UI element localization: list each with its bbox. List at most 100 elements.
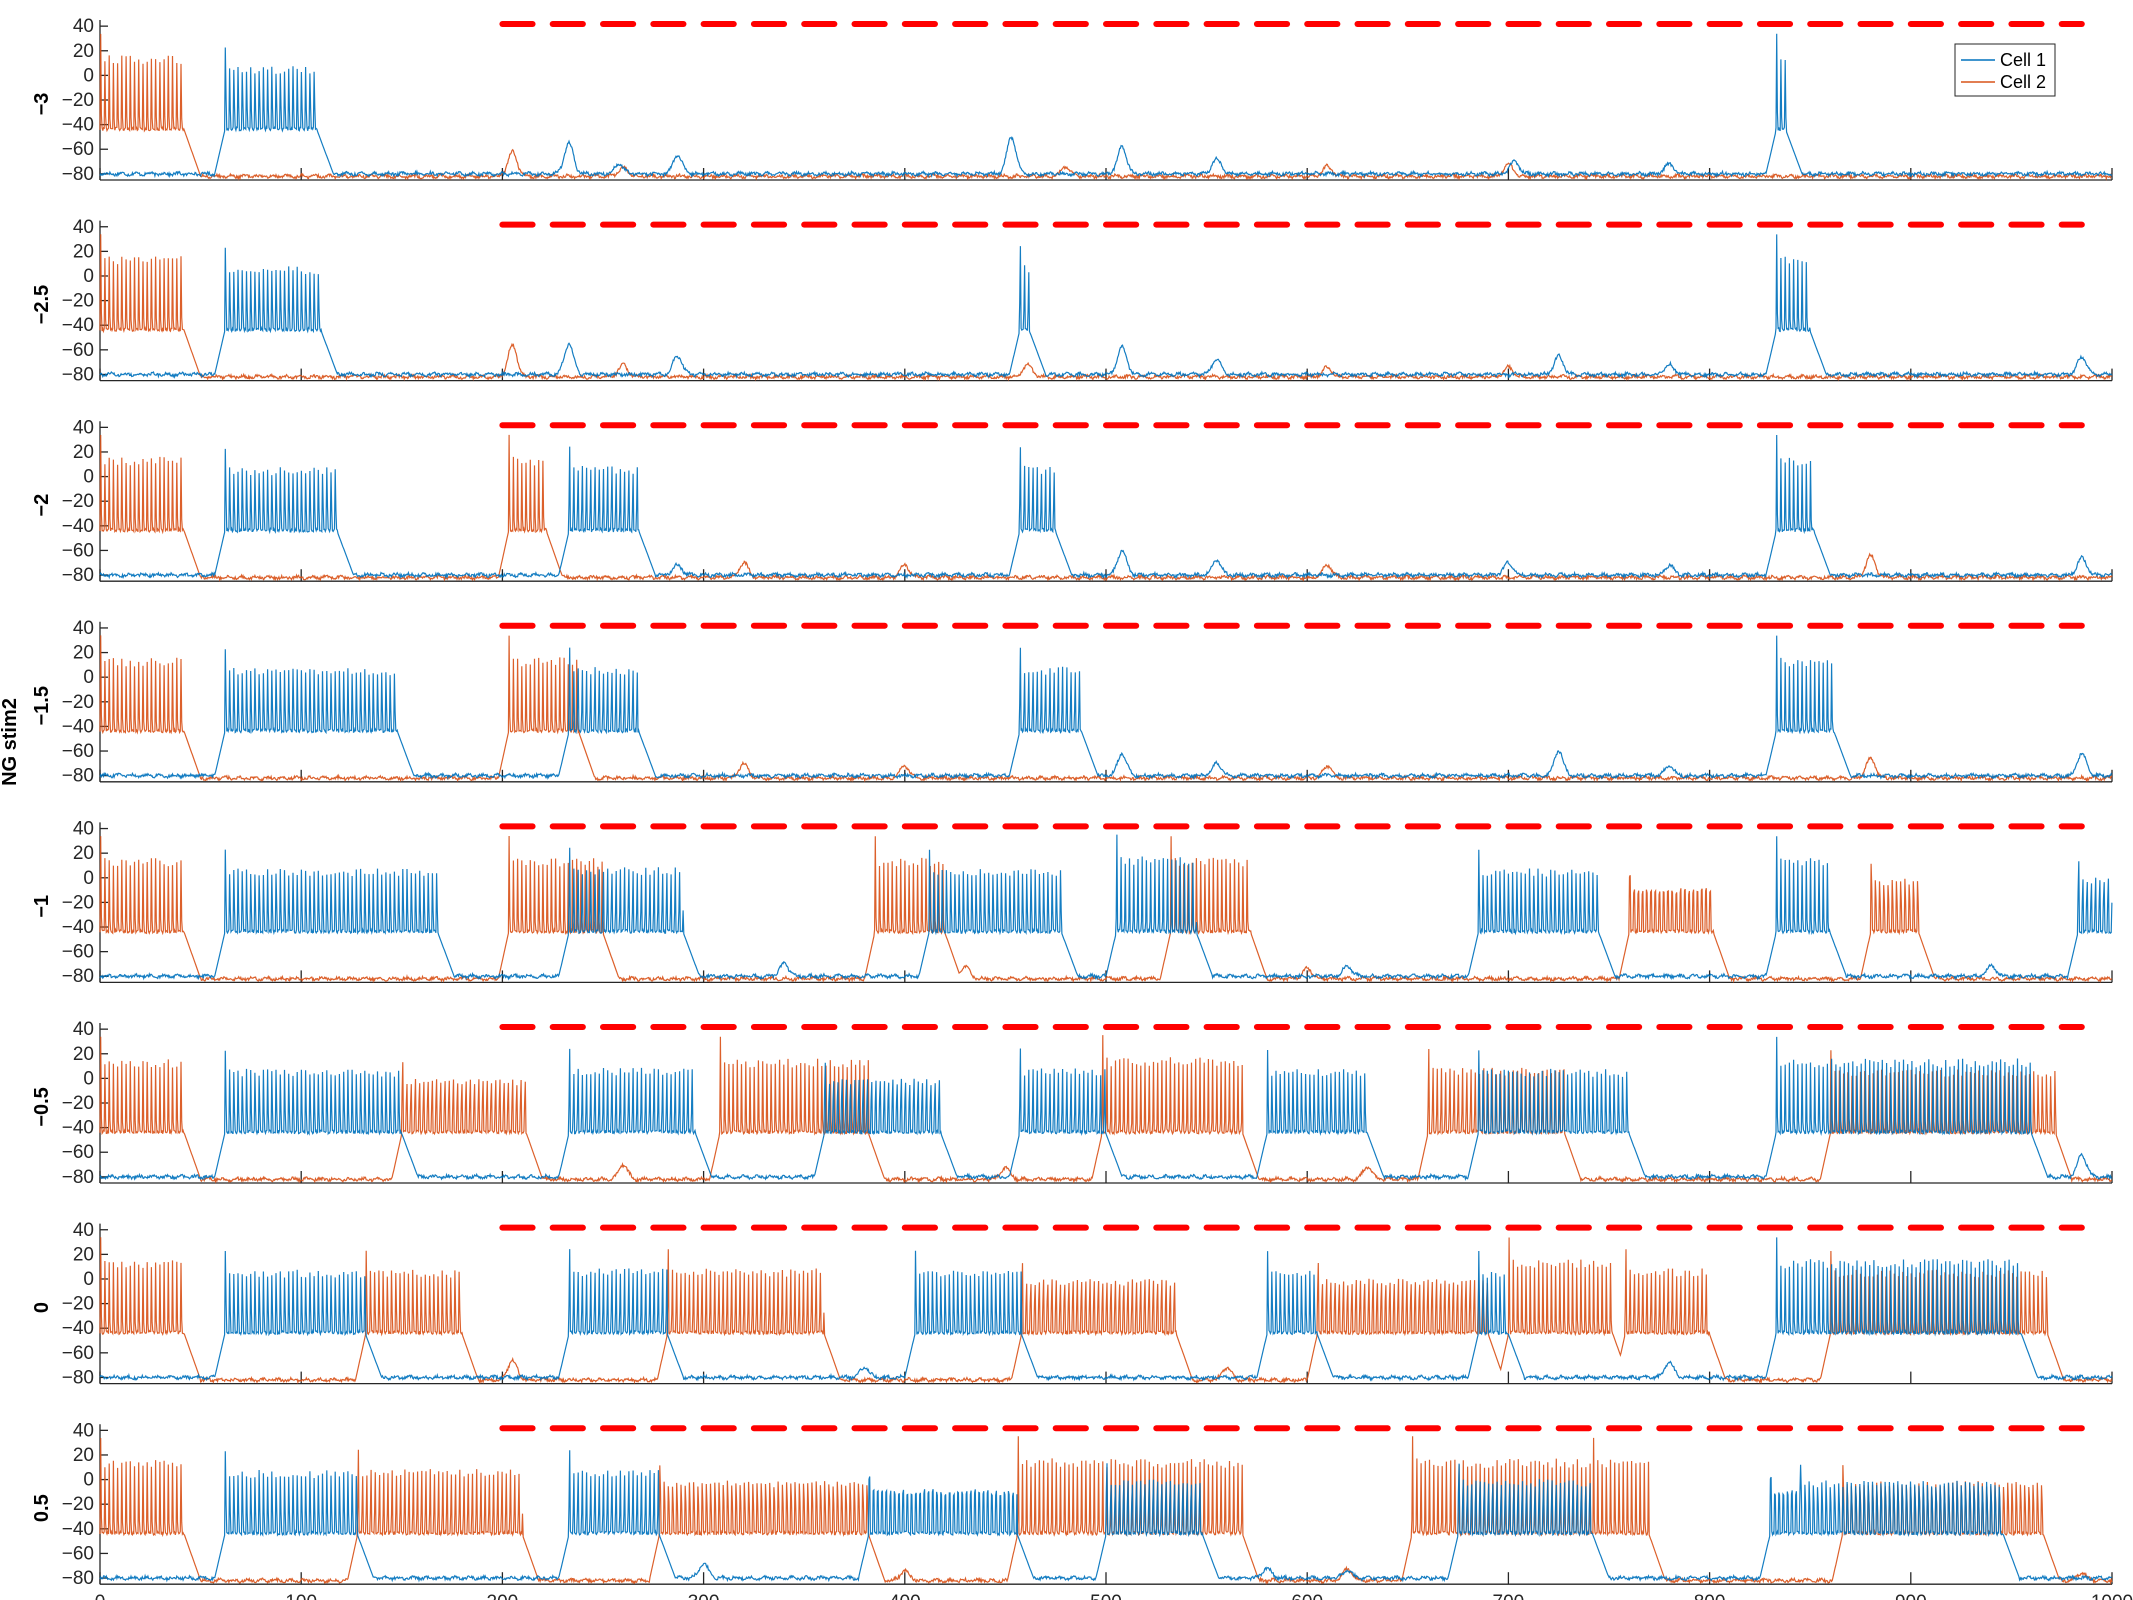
- x-tick-label: 400: [889, 1592, 921, 1600]
- y-tick-label: 20: [73, 1044, 94, 1065]
- cell1-trace: [99, 33, 2113, 179]
- panel: 40 20 0 −20 −40 −60 −80 −2.5: [31, 217, 2113, 385]
- cell2-trace: [99, 1237, 2113, 1385]
- y-tick-label: −40: [62, 315, 94, 336]
- y-tick-label: 0: [83, 1470, 94, 1491]
- y-tick-label: −40: [62, 716, 94, 737]
- y-tick-label: −40: [62, 516, 94, 537]
- y-tick-label: 40: [73, 1220, 94, 1241]
- y-tick-label: −60: [62, 540, 94, 561]
- y-tick-label: −20: [62, 1093, 94, 1114]
- panel: 40 20 0 −20 −40 −60 −80 −0.5: [31, 1019, 2113, 1188]
- row-label: −2.5: [31, 285, 53, 324]
- legend-entry: Cell 2: [2000, 72, 2046, 92]
- y-tick-label: −60: [62, 1543, 94, 1564]
- y-tick-label: −60: [62, 1142, 94, 1163]
- y-tick-label: −20: [62, 90, 94, 111]
- y-tick-label: −80: [62, 164, 94, 185]
- panel: 40 20 0 −20 −40 −60 −80 −2: [31, 417, 2113, 586]
- y-tick-label: −40: [62, 1318, 94, 1339]
- y-tick-label: −80: [62, 1367, 94, 1388]
- y-tick-label: 40: [73, 1019, 94, 1040]
- y-tick-label: 0: [83, 667, 94, 688]
- y-tick-label: −20: [62, 1494, 94, 1515]
- y-tick-label: −40: [62, 115, 94, 136]
- x-tick-label: 900: [1895, 1592, 1927, 1600]
- x-tick-label: 200: [487, 1592, 519, 1600]
- y-tick-label: −40: [62, 1519, 94, 1540]
- y-tick-label: 20: [73, 1445, 94, 1466]
- y-tick-label: 40: [73, 819, 94, 840]
- legend-entry: Cell 1: [2000, 50, 2046, 70]
- x-tick-label: 300: [688, 1592, 720, 1600]
- y-tick-label: −80: [62, 1568, 94, 1589]
- y-tick-label: 40: [73, 16, 94, 37]
- cell2-trace: [99, 33, 2113, 181]
- y-tick-label: −80: [62, 364, 94, 385]
- cell1-trace: [99, 1036, 2113, 1182]
- cell1-trace: [99, 1237, 2113, 1382]
- y-tick-label: 20: [73, 643, 94, 664]
- x-tick-label: 800: [1694, 1592, 1726, 1600]
- y-tick-label: −80: [62, 966, 94, 987]
- cell1-trace: [99, 234, 2113, 380]
- y-tick-label: 0: [83, 1269, 94, 1290]
- y-tick-label: −80: [62, 565, 94, 586]
- y-tick-label: −40: [62, 1118, 94, 1139]
- x-tick-label: 600: [1291, 1592, 1323, 1600]
- y-tick-label: −80: [62, 766, 94, 787]
- panel: 40 20 0 −20 −40 −60 −80 −1.5: [31, 618, 2113, 787]
- y-tick-label: 20: [73, 442, 94, 463]
- y-tick-label: −20: [62, 291, 94, 312]
- y-tick-label: −20: [62, 491, 94, 512]
- cell1-trace: [99, 1450, 2113, 1583]
- panel: 40 20 0 −20 −40 −60 −80 0: [31, 1220, 2113, 1388]
- y-tick-label: 40: [73, 217, 94, 238]
- y-tick-label: 0: [83, 266, 94, 287]
- y-tick-label: −80: [62, 1167, 94, 1188]
- y-tick-label: −60: [62, 1343, 94, 1364]
- x-tick-label: 100: [285, 1592, 317, 1600]
- row-label: 0.5: [31, 1494, 53, 1522]
- y-tick-label: −60: [62, 340, 94, 361]
- y-tick-label: 40: [73, 417, 94, 438]
- row-label: −3: [31, 93, 53, 116]
- row-label: −1.5: [31, 686, 53, 725]
- y-axis-label: NG stim2: [0, 698, 21, 786]
- y-tick-label: 20: [73, 41, 94, 62]
- y-tick-label: 20: [73, 1244, 94, 1265]
- y-tick-label: 0: [83, 467, 94, 488]
- row-label: −0.5: [31, 1087, 53, 1126]
- cell1-trace: [99, 635, 2113, 781]
- y-tick-label: 0: [83, 1068, 94, 1089]
- y-tick-label: −60: [62, 942, 94, 963]
- y-tick-label: 0: [83, 868, 94, 889]
- y-tick-label: −60: [62, 741, 94, 762]
- cell2-trace: [99, 234, 2113, 382]
- cell1-trace: [99, 834, 2113, 981]
- x-tick-label: 500: [1090, 1592, 1122, 1600]
- x-tick-label: 700: [1493, 1592, 1525, 1600]
- y-tick-label: −20: [62, 1294, 94, 1315]
- x-tick-label: 1000: [2091, 1592, 2133, 1600]
- y-tick-label: 40: [73, 618, 94, 639]
- row-label: −1: [31, 895, 53, 918]
- y-tick-label: 20: [73, 241, 94, 262]
- y-tick-label: −60: [62, 139, 94, 160]
- panel: 40200−20−40−60−8001002003004005006007008…: [31, 1420, 2133, 1600]
- panel: 40 20 0 −20 −40 −60 −80 −3: [31, 16, 2113, 185]
- y-tick-label: 0: [83, 65, 94, 86]
- cell2-trace: [99, 835, 2113, 984]
- row-label: −2: [31, 494, 53, 517]
- x-tick-label: 0: [95, 1592, 106, 1600]
- legend-box: [1954, 43, 2056, 97]
- panel: 40 20 0 −20 −40 −60 −80 −1: [31, 819, 2113, 987]
- y-tick-label: −40: [62, 917, 94, 938]
- y-tick-label: −20: [62, 892, 94, 913]
- y-tick-label: −20: [62, 692, 94, 713]
- row-label: 0: [31, 1302, 53, 1313]
- y-tick-label: 20: [73, 843, 94, 864]
- cell1-trace: [99, 434, 2113, 580]
